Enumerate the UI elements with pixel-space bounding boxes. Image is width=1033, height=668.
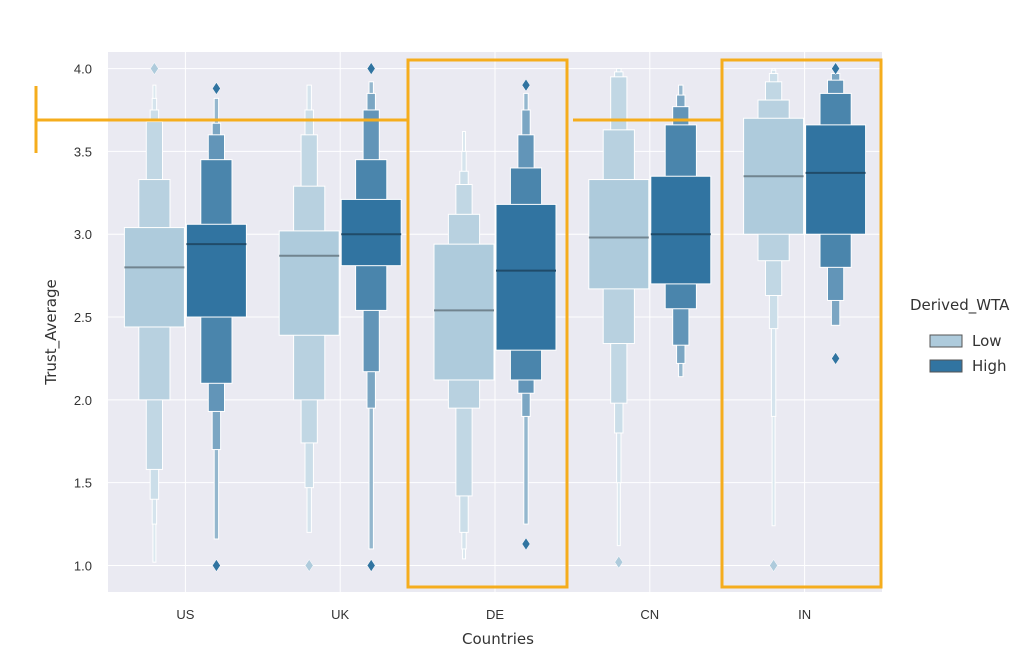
highlight-annotations (34, 58, 883, 589)
y-gridlines (108, 52, 882, 592)
y-tick-labels: 1.0 1.5 2.0 2.5 3.0 3.5 4.0 (74, 62, 92, 574)
outlier-point-high-us (212, 559, 221, 572)
x-tick-labels: US UK DE CN IN (176, 607, 811, 622)
boxen-marks (123, 62, 867, 572)
legend-title: Derived_WTA (910, 296, 1010, 315)
y-axis-title: Trust_Average (42, 279, 61, 385)
outlier-point-high-uk (366, 62, 376, 76)
y-tick-label: 3.0 (74, 227, 92, 242)
outlier-point-low-in (769, 559, 778, 572)
y-tick-label: 1.5 (74, 476, 92, 491)
boxen-level-high-cn (650, 175, 712, 285)
y-tick-label: 2.0 (74, 393, 92, 408)
boxen-level-low-uk (278, 230, 340, 336)
legend-label-low: Low (972, 332, 1002, 350)
outlier-point-high-us (212, 81, 221, 95)
legend: Derived_WTA Low High (910, 296, 1010, 375)
legend-label-high: High (972, 357, 1006, 375)
x-tick-label: CN (640, 607, 659, 622)
boxen-level-high-uk (340, 198, 402, 267)
legend-swatch-high (929, 359, 963, 373)
boxen-level-low-cn (588, 179, 650, 290)
x-tick-label: UK (331, 607, 349, 622)
y-tick-label: 2.5 (74, 310, 92, 325)
outlier-point-high-de (521, 78, 531, 92)
outlier-point-high-in (831, 351, 840, 365)
outlier-point-low-cn (614, 555, 624, 569)
boxen-level-high-in (805, 124, 867, 235)
y-tick-label: 1.0 (74, 558, 92, 573)
x-axis-title: Countries (462, 630, 534, 648)
boxen-level-low-us (123, 227, 185, 328)
highlight-box-in (720, 58, 883, 589)
boxen-level-low-de (433, 243, 495, 381)
boxen-level-high-us (185, 223, 247, 318)
x-tick-label: US (176, 607, 194, 622)
y-tick-label: 4.0 (74, 62, 92, 77)
outlier-point-low-us (150, 62, 159, 76)
outlier-point-high-in (831, 62, 840, 76)
y-tick-label: 3.5 (74, 144, 92, 159)
outlier-point-high-uk (366, 559, 376, 572)
boxen-level-high-de (495, 203, 557, 351)
x-tick-label: DE (486, 607, 504, 622)
legend-swatch-low (929, 334, 963, 348)
x-tick-label: IN (798, 607, 811, 622)
outlier-point-low-uk (304, 559, 314, 572)
outlier-point-high-de (521, 537, 531, 551)
highlight-box-de (406, 58, 569, 589)
